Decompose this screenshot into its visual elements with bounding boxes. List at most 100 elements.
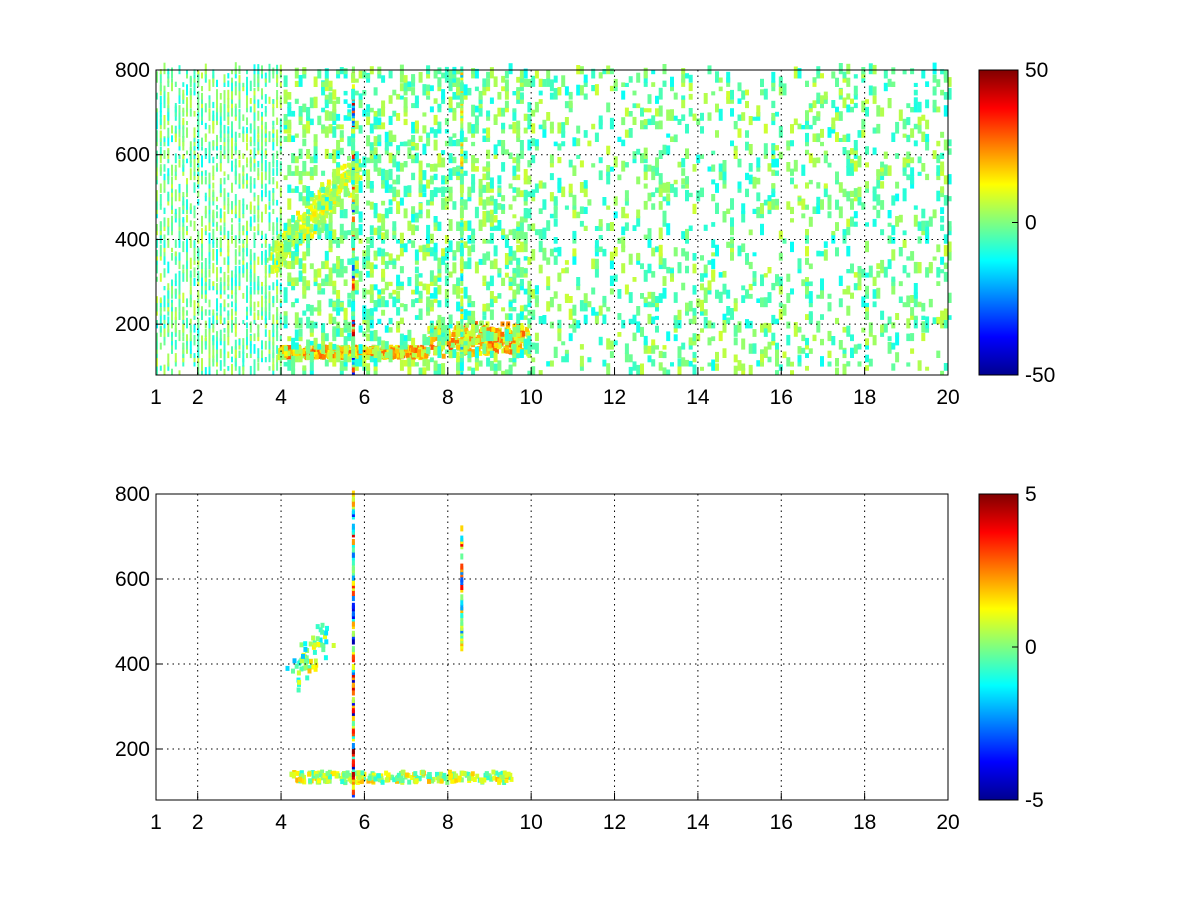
top-heatmap-cell-4724 bbox=[808, 216, 813, 227]
top-heatmap-cell-4417 bbox=[700, 299, 704, 312]
top-heatmap-cell-4857 bbox=[853, 283, 858, 291]
top-heatmap-cell-2342 bbox=[242, 239, 245, 244]
top-heatmap-cell-3226 bbox=[381, 183, 386, 189]
top-heatmap-cell-4838 bbox=[846, 104, 851, 113]
top-heatmap-cell-4470 bbox=[718, 171, 723, 181]
top-heatmap-cell-4177 bbox=[621, 160, 626, 172]
top-heatmap-cell-2916 bbox=[324, 274, 329, 282]
top-heatmap-cell-4655 bbox=[786, 321, 791, 329]
top-heatmap-cell-3487 bbox=[437, 276, 442, 282]
top-heatmap-cell-4474 bbox=[718, 77, 723, 83]
top-heatmap-cell-4003 bbox=[553, 247, 558, 253]
top-heatmap-cell-1842 bbox=[193, 278, 196, 286]
top-heatmap-cell-2052 bbox=[212, 182, 215, 189]
top-heatmap-cell-3194 bbox=[377, 351, 382, 363]
top-heatmap-cell-580 bbox=[509, 349, 514, 355]
top-heatmap-cell-3700 bbox=[482, 128, 487, 134]
top-heatmap-cell-3837 bbox=[512, 187, 517, 193]
top-heatmap-cell-2987 bbox=[336, 243, 341, 248]
top-heatmap-cell-2414 bbox=[249, 201, 252, 210]
top-heatmap-cell-1880 bbox=[197, 304, 200, 312]
top-heatmap-cell-2189 bbox=[227, 303, 230, 308]
top-heatmap-cell-4697 bbox=[805, 344, 809, 350]
top-heatmap-cell-4832 bbox=[846, 218, 851, 227]
top-heatmap-cell-2376 bbox=[246, 204, 248, 210]
top-heatmap-cell-4723 bbox=[808, 263, 813, 270]
top-heatmap-cell-3313 bbox=[399, 232, 404, 244]
top-heatmap-cell-4092 bbox=[583, 93, 588, 100]
top-heatmap-cell-2013 bbox=[208, 180, 211, 189]
top-heatmap-cell-3716 bbox=[486, 149, 491, 159]
top-heatmap-cell-1803 bbox=[186, 84, 188, 96]
top-heatmap-cell-4740 bbox=[816, 250, 821, 257]
top-heatmap-cell-4774 bbox=[827, 330, 832, 342]
top-heatmap-cell-2136 bbox=[219, 103, 222, 113]
top-heatmap-cell-4494 bbox=[726, 71, 731, 83]
top-heatmap-cell-4974 bbox=[891, 249, 896, 261]
top-heatmap-cell-2104 bbox=[219, 348, 222, 359]
top-heatmap-cell-3759 bbox=[497, 360, 502, 371]
top-heatmap-cell-2971 bbox=[332, 157, 337, 164]
top-heatmap-cell-4148 bbox=[609, 288, 614, 295]
top-heatmap-cell-2668 bbox=[276, 199, 279, 206]
top-heatmap-cell-1987 bbox=[208, 357, 211, 367]
top-heatmap-cell-3169 bbox=[373, 368, 378, 375]
top-heatmap-cell-4017 bbox=[557, 272, 562, 282]
top-heatmap-cell-1823 bbox=[189, 168, 192, 181]
top-heatmap-cell-3390 bbox=[418, 273, 423, 278]
top-heatmap-cell-4840 bbox=[846, 77, 851, 87]
top-heatmap-cell-4448 bbox=[711, 252, 716, 257]
top-heatmap-cell-1583 bbox=[163, 137, 166, 142]
top-heatmap-cell-2179 bbox=[223, 79, 226, 87]
top-heatmap-cell-2287 bbox=[234, 140, 237, 147]
top-heatmap-cell-1683 bbox=[174, 164, 177, 172]
top-heatmap-cell-2811 bbox=[302, 365, 307, 371]
top-heatmap-cell-3251 bbox=[388, 349, 393, 359]
top-heatmap-cell-2988 bbox=[336, 237, 341, 244]
top-heatmap-cell-1620 bbox=[167, 107, 170, 113]
top-heatmap-cell-2992 bbox=[336, 162, 341, 168]
top-heatmap-cell-2991 bbox=[336, 164, 341, 176]
top-heatmap-cell-4363 bbox=[681, 178, 686, 185]
top-heatmap-cell-3113 bbox=[362, 317, 367, 325]
top-heatmap-cell-3475 bbox=[433, 139, 438, 151]
top-heatmap-cell-2269 bbox=[234, 292, 237, 303]
top-heatmap-cell-3678 bbox=[478, 186, 483, 198]
top-heatmap-cell-3340 bbox=[407, 277, 412, 287]
top-heatmap-cell-3946 bbox=[534, 342, 539, 354]
top-heatmap-cell-4433 bbox=[707, 362, 712, 367]
top-heatmap-cell-4057 bbox=[572, 248, 577, 257]
top-heatmap-cell-2100 bbox=[216, 96, 218, 109]
top-heatmap-cell-4085 bbox=[583, 302, 588, 312]
top-heatmap-cell-1558 bbox=[163, 336, 166, 342]
top-heatmap-cell-4782 bbox=[831, 336, 836, 346]
top-heatmap-cell-2448 bbox=[253, 205, 256, 210]
top-heatmap-cell-3507 bbox=[441, 316, 446, 329]
top-heatmap-cell-4291 bbox=[658, 350, 663, 358]
top-heatmap-cell-3896 bbox=[523, 256, 528, 261]
top-heatmap-cell-4907 bbox=[865, 146, 869, 155]
top-heatmap-cell-4675 bbox=[793, 159, 798, 172]
top-heatmap-cell-716 bbox=[486, 327, 491, 333]
top-heatmap-cell-3645 bbox=[471, 310, 476, 320]
top-heatmap-cell-868 bbox=[481, 326, 486, 332]
top-heatmap-cell-4034 bbox=[564, 349, 569, 354]
top-heatmap-cell-4306 bbox=[662, 351, 667, 359]
top-heatmap-cell-4794 bbox=[835, 199, 839, 210]
top-heatmap-cell-1646 bbox=[171, 222, 173, 227]
top-heatmap-cell-4067 bbox=[576, 277, 581, 286]
top-heatmap-cell-3612 bbox=[463, 309, 468, 320]
top-heatmap-cell-4356 bbox=[677, 119, 682, 125]
top-heatmap-cell-4743 bbox=[816, 182, 821, 189]
top-heatmap-cell-4081 bbox=[579, 160, 584, 168]
top-heatmap-cell-2732 bbox=[283, 122, 288, 130]
top-heatmap-cell-2349 bbox=[242, 174, 245, 185]
top-heatmap-cell-4981 bbox=[895, 352, 900, 363]
top-heatmap-cell-2439 bbox=[253, 266, 256, 274]
top-heatmap-cell-3483 bbox=[437, 319, 442, 329]
top-heatmap-cell-3996 bbox=[549, 127, 554, 134]
top-heatmap-cell-4970 bbox=[891, 322, 896, 329]
top-heatmap-cell-791 bbox=[348, 350, 353, 355]
top-heatmap-cell-4186 bbox=[624, 213, 629, 219]
top-heatmap-cell-1876 bbox=[197, 331, 200, 337]
